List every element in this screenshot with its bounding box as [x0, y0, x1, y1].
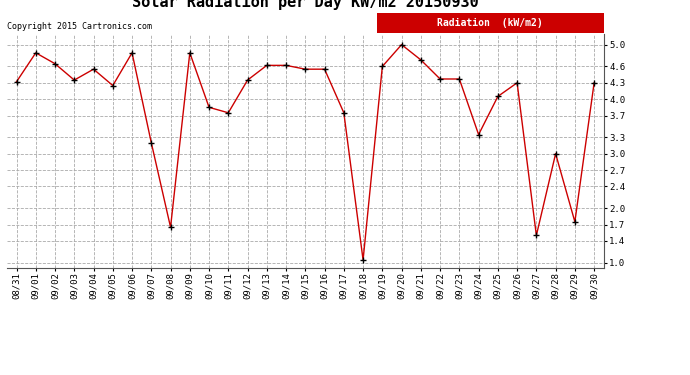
- Title: Solar Radiation per Day KW/m2 20150930: Solar Radiation per Day KW/m2 20150930: [132, 0, 479, 10]
- Text: Copyright 2015 Cartronics.com: Copyright 2015 Cartronics.com: [7, 22, 152, 32]
